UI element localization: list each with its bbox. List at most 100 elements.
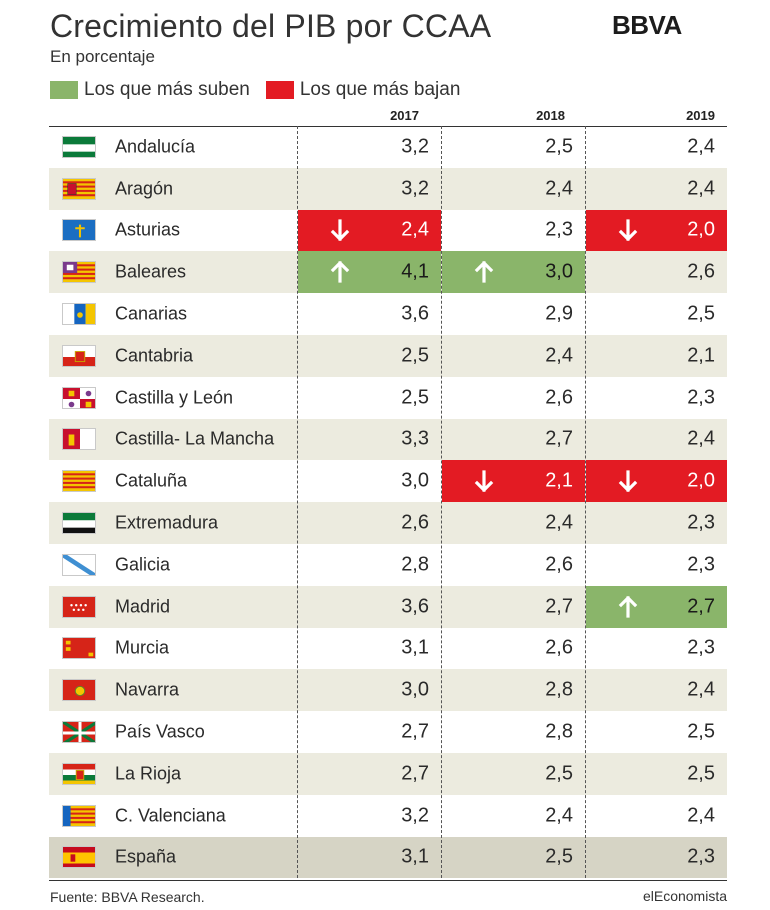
arrow-up-icon bbox=[618, 595, 638, 618]
growth-value: 2,1 bbox=[545, 469, 573, 492]
value-cell-2017: 3,0 bbox=[298, 460, 441, 502]
value-cell-2018: 2,4 bbox=[442, 168, 585, 210]
value-cell-2017: 3,3 bbox=[298, 419, 441, 461]
growth-value: 3,6 bbox=[401, 595, 429, 618]
growth-value: 3,1 bbox=[401, 636, 429, 659]
galicia-flag bbox=[62, 553, 96, 576]
canarias-flag bbox=[62, 303, 96, 326]
growth-value: 2,4 bbox=[545, 511, 573, 534]
value-cell-2018: 2,3 bbox=[442, 210, 585, 252]
table-row: C. Valenciana 3,2 2,4 2,4 bbox=[49, 795, 727, 837]
bbva-logo: BBVA bbox=[612, 10, 682, 40]
value-cell-2019: 2,5 bbox=[586, 711, 727, 753]
value-cell-2017: 3,1 bbox=[298, 628, 441, 670]
table-row: Castilla y León 2,5 2,6 2,3 bbox=[49, 377, 727, 419]
growth-value: 2,6 bbox=[545, 386, 573, 409]
region-name: Extremadura bbox=[115, 512, 219, 533]
cataluna-flag bbox=[62, 470, 96, 493]
growth-value: 2,5 bbox=[401, 386, 429, 409]
growth-value: 2,5 bbox=[687, 720, 715, 743]
growth-value: 2,3 bbox=[545, 218, 573, 241]
growth-value: 2,4 bbox=[687, 427, 715, 450]
table-bottom-rule bbox=[49, 880, 727, 881]
growth-value: 2,6 bbox=[687, 260, 715, 283]
table-row: Navarra 3,0 2,8 2,4 bbox=[49, 669, 727, 712]
value-cell-2018: 2,7 bbox=[442, 586, 585, 628]
growth-value: 2,4 bbox=[545, 344, 573, 367]
andalucia-flag bbox=[62, 135, 96, 158]
legend-label-up: Los que más suben bbox=[84, 79, 250, 100]
value-cell-2017: 2,5 bbox=[298, 377, 441, 419]
growth-value: 2,6 bbox=[545, 553, 573, 576]
region-name: País Vasco bbox=[115, 721, 205, 742]
value-cell-2018: 2,6 bbox=[442, 377, 585, 419]
growth-value: 2,3 bbox=[687, 511, 715, 534]
growth-value: 2,7 bbox=[401, 762, 429, 785]
region-name: Aragón bbox=[115, 178, 174, 199]
growth-value: 3,2 bbox=[401, 135, 429, 158]
value-cell-2018: 2,6 bbox=[442, 544, 585, 586]
table-row: Aragón 3,2 2,4 2,4 bbox=[49, 167, 727, 210]
growth-value: 2,7 bbox=[545, 595, 573, 618]
region-name: Murcia bbox=[115, 637, 170, 658]
value-cell-2019: 2,6 bbox=[586, 251, 727, 293]
value-cell-2017: 3,0 bbox=[298, 669, 441, 711]
growth-value: 2,5 bbox=[687, 762, 715, 785]
region-name: Galicia bbox=[115, 554, 171, 575]
value-cell-2018: 2,5 bbox=[442, 126, 585, 168]
value-cell-2018: 2,8 bbox=[442, 711, 585, 753]
value-cell-2019: 2,0 bbox=[586, 460, 727, 503]
baleares-flag bbox=[62, 261, 96, 284]
growth-value: 3,0 bbox=[545, 260, 573, 283]
legend-item-up: Los que más suben bbox=[50, 79, 250, 101]
value-cell-2019: 2,4 bbox=[586, 168, 727, 210]
castilla-la-mancha-flag bbox=[62, 428, 96, 451]
value-cell-2019: 2,1 bbox=[586, 335, 727, 377]
growth-value: 3,2 bbox=[401, 804, 429, 827]
growth-value: 2,5 bbox=[401, 344, 429, 367]
growth-value: 3,1 bbox=[401, 845, 429, 868]
table-row: Baleares 4,1 3,0 2,6 bbox=[49, 251, 727, 294]
growth-value: 2,5 bbox=[545, 135, 573, 158]
growth-value: 2,5 bbox=[545, 845, 573, 868]
growth-value: 3,0 bbox=[401, 678, 429, 701]
value-cell-2019: 2,5 bbox=[586, 753, 727, 795]
growth-value: 2,4 bbox=[545, 804, 573, 827]
arrow-down-icon bbox=[618, 470, 638, 493]
column-divider bbox=[441, 126, 442, 878]
region-name: Madrid bbox=[115, 596, 171, 617]
region-name: Navarra bbox=[115, 679, 180, 700]
value-cell-2019: 2,4 bbox=[586, 126, 727, 168]
arrow-up-icon bbox=[474, 261, 494, 283]
castilla-leon-flag bbox=[62, 386, 96, 409]
region-name: Castilla- La Mancha bbox=[115, 428, 275, 449]
source-note: Fuente: BBVA Research. bbox=[50, 889, 205, 905]
table-row: Madrid 3,6 2,7 2,7 bbox=[49, 585, 727, 628]
table-row: Asturias 2,4 2,3 2,0 bbox=[49, 209, 727, 252]
value-cell-2017: 3,6 bbox=[298, 293, 441, 335]
table-header: 2017 2018 2019 bbox=[49, 104, 727, 127]
asturias-flag bbox=[62, 219, 96, 242]
value-cell-2019: 2,4 bbox=[586, 419, 727, 461]
table-row: Cantabria 2,5 2,4 2,1 bbox=[49, 334, 727, 377]
value-cell-2019: 2,0 bbox=[586, 209, 727, 252]
legend-item-down: Los que más bajan bbox=[265, 79, 460, 101]
growth-value: 2,5 bbox=[687, 302, 715, 325]
subtitle: En porcentaje bbox=[50, 47, 155, 66]
growth-value: 2,4 bbox=[687, 177, 715, 200]
growth-value: 3,2 bbox=[401, 177, 429, 200]
table-row: Castilla- La Mancha 3,3 2,7 2,4 bbox=[49, 418, 727, 461]
value-cell-2019: 2,3 bbox=[586, 837, 727, 879]
region-name: Baleares bbox=[115, 261, 187, 282]
value-cell-2019: 2,4 bbox=[586, 669, 727, 711]
growth-value: 2,6 bbox=[401, 511, 429, 534]
value-cell-2017: 2,7 bbox=[298, 711, 441, 753]
espana-flag bbox=[62, 846, 96, 869]
value-cell-2018: 2,4 bbox=[442, 795, 585, 837]
value-cell-2019: 2,3 bbox=[586, 502, 727, 544]
value-cell-2017: 4,1 bbox=[298, 251, 441, 294]
table-row: La Rioja 2,7 2,5 2,5 bbox=[49, 752, 727, 795]
growth-value: 2,4 bbox=[687, 804, 715, 827]
murcia-flag bbox=[62, 637, 96, 660]
value-cell-2018: 2,6 bbox=[442, 628, 585, 670]
